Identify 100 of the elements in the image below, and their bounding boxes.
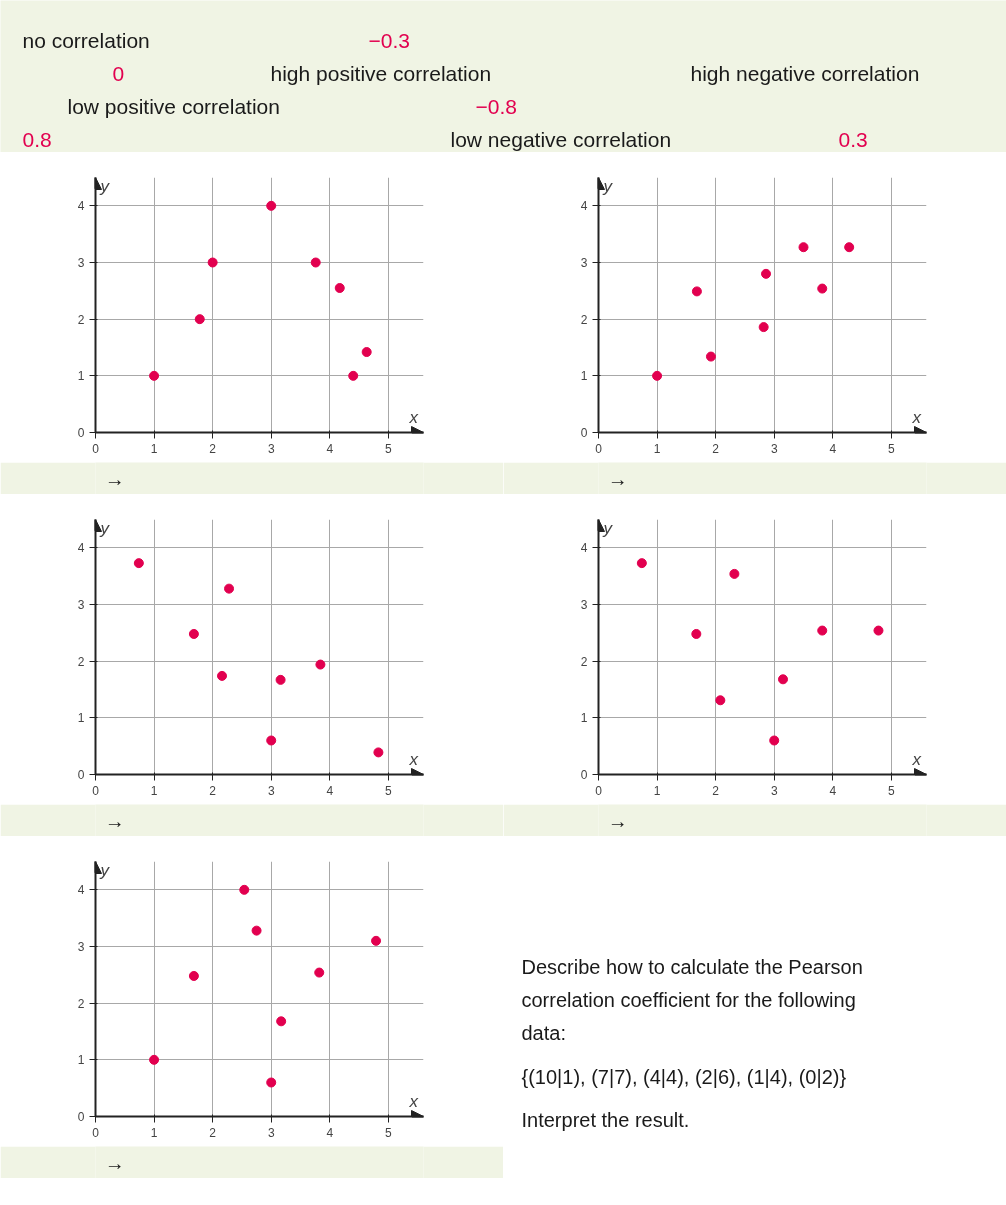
- y-tick-label: 0: [580, 768, 588, 782]
- text: →: [104, 1151, 125, 1174]
- y-tick-label: 1: [77, 1053, 85, 1068]
- x-tick-label: 3: [770, 441, 778, 456]
- y-axis-title: y: [99, 518, 111, 538]
- x-axis-title: x: [408, 749, 419, 769]
- point: [314, 967, 325, 978]
- x-axis-title: x: [408, 407, 419, 427]
- y-tick-label: 2: [580, 312, 588, 327]
- text: no correlation: [22, 29, 150, 52]
- y-tick-label: 2: [77, 996, 85, 1011]
- point: [188, 970, 199, 981]
- y-axis-title: y: [602, 176, 614, 196]
- y-tick-label: 3: [580, 598, 588, 612]
- text: −0.8: [475, 94, 517, 118]
- point: [266, 200, 277, 211]
- x-tick-label: 5: [888, 441, 896, 456]
- point: [373, 747, 384, 758]
- y-axis-title: y: [99, 176, 111, 196]
- text: 0: [112, 61, 125, 85]
- x-tick-label: 0: [595, 441, 603, 456]
- point: [798, 242, 809, 253]
- point: [315, 659, 326, 670]
- x-tick-label: 3: [267, 441, 275, 456]
- y-axis-title: y: [602, 518, 614, 538]
- x-tick-label: 1: [150, 1125, 158, 1140]
- x-tick-label: 4: [326, 1125, 334, 1140]
- x-tick-label: 4: [326, 783, 334, 798]
- y-tick-label: 3: [77, 256, 85, 270]
- text: −0.3: [368, 28, 410, 52]
- point: [133, 558, 144, 569]
- x-tick-label: 0: [92, 441, 100, 456]
- point: [239, 884, 250, 895]
- x-tick-label: 3: [267, 783, 275, 798]
- y-tick-label: 3: [77, 940, 85, 954]
- point: [636, 558, 647, 569]
- x-axis-title: x: [911, 749, 922, 769]
- point: [334, 283, 345, 293]
- text: Describe how to calculate the Pearson: [521, 955, 863, 978]
- point: [652, 370, 663, 381]
- point: [769, 735, 780, 746]
- text: high negative correlation: [690, 62, 920, 85]
- x-tick-label: 2: [712, 783, 720, 798]
- x-tick-label: 1: [653, 783, 661, 798]
- text: high positive correlation: [270, 62, 492, 85]
- y-tick-label: 1: [77, 369, 85, 384]
- point: [729, 568, 740, 579]
- x-tick-label: 2: [209, 783, 217, 798]
- y-tick-label: 4: [77, 541, 85, 556]
- point: [371, 935, 382, 946]
- x-axis-title: x: [911, 407, 922, 427]
- point: [251, 925, 262, 936]
- point: [761, 268, 772, 279]
- point: [361, 347, 372, 358]
- point: [224, 583, 235, 594]
- y-tick-label: 4: [77, 883, 85, 898]
- x-tick-label: 1: [150, 441, 158, 456]
- y-tick-label: 0: [77, 768, 85, 782]
- y-tick-label: 1: [77, 711, 85, 726]
- point: [276, 1016, 287, 1027]
- point: [194, 314, 205, 325]
- x-tick-label: 4: [829, 441, 837, 456]
- x-tick-label: 0: [92, 1125, 100, 1140]
- text: →: [104, 809, 125, 832]
- text: 0.8: [22, 127, 52, 151]
- y-tick-label: 2: [77, 312, 85, 327]
- text: {(10|1), (7|7), (4|4), (2|6), (1|4), (0|2)}: [521, 1065, 847, 1088]
- y-tick-label: 2: [580, 654, 588, 669]
- y-tick-label: 1: [580, 369, 588, 384]
- x-tick-label: 5: [888, 783, 896, 798]
- y-axis-title: y: [99, 860, 111, 880]
- x-tick-label: 4: [326, 441, 334, 456]
- point: [691, 286, 702, 297]
- y-tick-label: 0: [580, 426, 588, 440]
- point: [817, 625, 828, 636]
- point: [217, 670, 228, 681]
- x-tick-label: 1: [150, 783, 158, 798]
- y-tick-label: 3: [77, 598, 85, 612]
- text: low positive correlation: [67, 95, 280, 118]
- y-tick-label: 3: [580, 256, 588, 270]
- point: [266, 1077, 277, 1088]
- point: [691, 628, 702, 639]
- x-tick-label: 2: [712, 441, 720, 456]
- x-tick-label: 3: [267, 1125, 275, 1140]
- x-tick-label: 1: [653, 441, 661, 456]
- point: [705, 351, 716, 362]
- y-tick-label: 4: [580, 199, 588, 214]
- x-axis-title: x: [408, 1091, 419, 1111]
- text: data:: [521, 1021, 566, 1044]
- y-tick-label: 4: [580, 541, 588, 556]
- y-tick-label: 2: [77, 654, 85, 669]
- text: →: [607, 467, 628, 490]
- point: [758, 322, 769, 333]
- point: [207, 257, 218, 268]
- point: [266, 735, 277, 746]
- text: Interpret the result.: [521, 1108, 690, 1131]
- y-tick-label: 4: [77, 199, 85, 214]
- point: [348, 370, 359, 381]
- text: correlation coefficient for the following: [521, 988, 856, 1011]
- x-tick-label: 4: [829, 783, 837, 798]
